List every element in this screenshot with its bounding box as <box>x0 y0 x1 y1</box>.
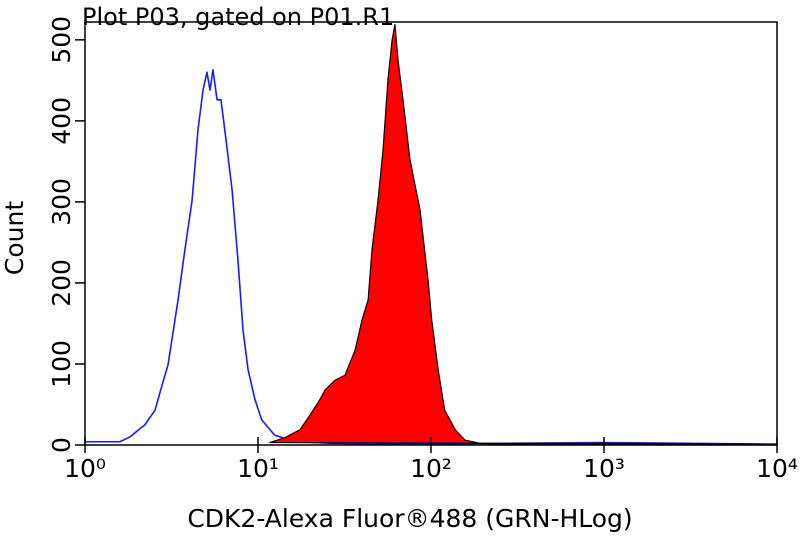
y-axis-label: Count <box>0 201 29 275</box>
x-tick-label: 10³ <box>583 454 625 483</box>
x-tick-label: 10¹ <box>237 454 279 483</box>
y-tick-label: 200 <box>47 259 76 307</box>
y-tick-label: 100 <box>47 340 76 388</box>
x-axis-label: CDK2-Alexa Fluor®488 (GRN-HLog) <box>187 504 632 533</box>
x-tick-label: 10⁰ <box>64 454 106 483</box>
y-tick-label: 400 <box>47 97 76 145</box>
chart-title: Plot P03, gated on P01.R1 <box>82 3 394 31</box>
y-tick-label: 0 <box>47 437 76 453</box>
x-tick-label: 10⁴ <box>756 454 798 483</box>
y-tick-label: 300 <box>47 178 76 226</box>
x-tick-label: 10² <box>410 454 452 483</box>
y-tick-label: 500 <box>47 16 76 64</box>
filled-histogram <box>269 23 778 445</box>
